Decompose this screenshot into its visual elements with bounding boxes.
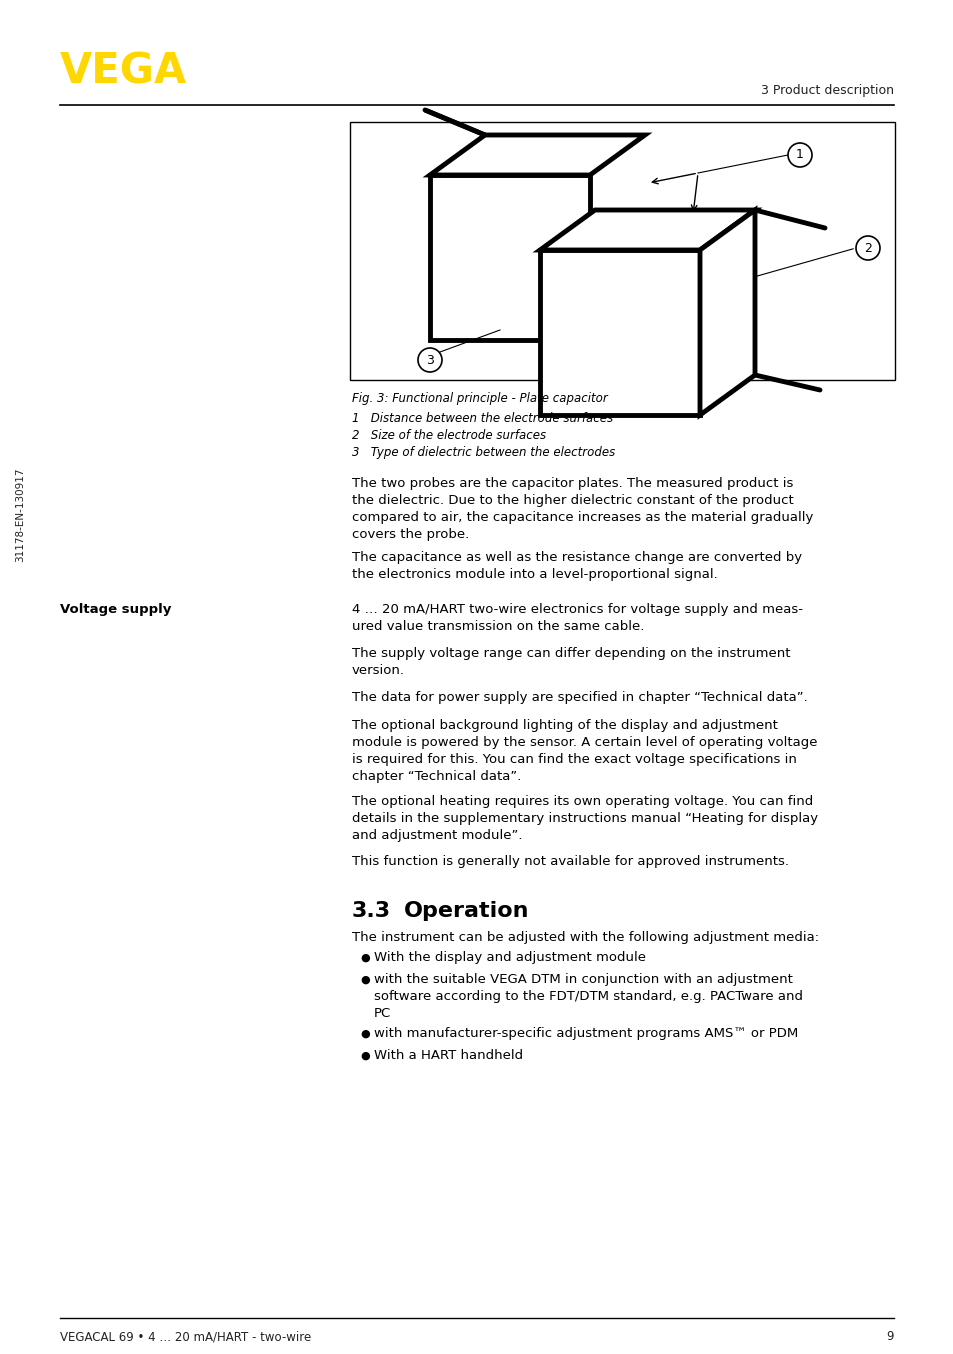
Circle shape [787, 144, 811, 167]
Text: with manufacturer-specific adjustment programs AMS™ or PDM: with manufacturer-specific adjustment pr… [374, 1026, 798, 1040]
Text: Operation: Operation [403, 900, 529, 921]
Polygon shape [430, 175, 589, 340]
Polygon shape [430, 135, 644, 175]
Text: With a HART handheld: With a HART handheld [374, 1049, 522, 1062]
Circle shape [855, 236, 879, 260]
Bar [350, 122, 894, 380]
Text: 9: 9 [885, 1330, 893, 1343]
Text: The two probes are the capacitor plates. The measured product is
the dielectric.: The two probes are the capacitor plates.… [352, 477, 813, 542]
Text: 4 … 20 mA/HART two-wire electronics for voltage supply and meas-
ured value tran: 4 … 20 mA/HART two-wire electronics for … [352, 603, 802, 634]
Text: With the display and adjustment module: With the display and adjustment module [374, 951, 645, 964]
Circle shape [417, 348, 441, 372]
Text: 3 Product description: 3 Product description [760, 84, 893, 97]
Polygon shape [539, 210, 754, 250]
Text: 3: 3 [426, 353, 434, 367]
Text: The supply voltage range can differ depending on the instrument
version.: The supply voltage range can differ depe… [352, 647, 790, 677]
Polygon shape [589, 274, 606, 343]
Text: The optional heating requires its own operating voltage. You can find
details in: The optional heating requires its own op… [352, 795, 818, 842]
Text: 3   Type of dielectric between the electrodes: 3 Type of dielectric between the electro… [352, 445, 615, 459]
Text: Fig. 3: Functional principle - Plate capacitor: Fig. 3: Functional principle - Plate cap… [352, 393, 607, 405]
Polygon shape [539, 284, 589, 343]
Text: ●: ● [359, 1051, 370, 1062]
Text: This function is generally not available for approved instruments.: This function is generally not available… [352, 854, 788, 868]
Text: The instrument can be adjusted with the following adjustment media:: The instrument can be adjusted with the … [352, 932, 819, 944]
Text: VEGA: VEGA [60, 51, 187, 93]
Text: 2   Size of the electrode surfaces: 2 Size of the electrode surfaces [352, 429, 545, 441]
Polygon shape [539, 250, 700, 414]
Text: The optional background lighting of the display and adjustment
module is powered: The optional background lighting of the … [352, 719, 817, 783]
Text: 2: 2 [863, 241, 871, 255]
Text: Voltage supply: Voltage supply [60, 603, 172, 616]
Polygon shape [700, 210, 754, 414]
Text: ●: ● [359, 953, 370, 963]
Text: ●: ● [359, 975, 370, 984]
Text: with the suitable VEGA DTM in conjunction with an adjustment
software according : with the suitable VEGA DTM in conjunctio… [374, 974, 802, 1020]
Text: 1: 1 [795, 149, 803, 161]
Text: VEGACAL 69 • 4 … 20 mA/HART - two-wire: VEGACAL 69 • 4 … 20 mA/HART - two-wire [60, 1330, 311, 1343]
Text: The data for power supply are specified in chapter “Technical data”.: The data for power supply are specified … [352, 691, 807, 704]
Text: 1   Distance between the electrode surfaces: 1 Distance between the electrode surface… [352, 412, 613, 425]
Text: ●: ● [359, 1029, 370, 1039]
Text: The capacitance as well as the resistance change are converted by
the electronic: The capacitance as well as the resistanc… [352, 551, 801, 581]
Text: 3.3: 3.3 [352, 900, 391, 921]
Text: 31178-EN-130917: 31178-EN-130917 [15, 467, 25, 562]
